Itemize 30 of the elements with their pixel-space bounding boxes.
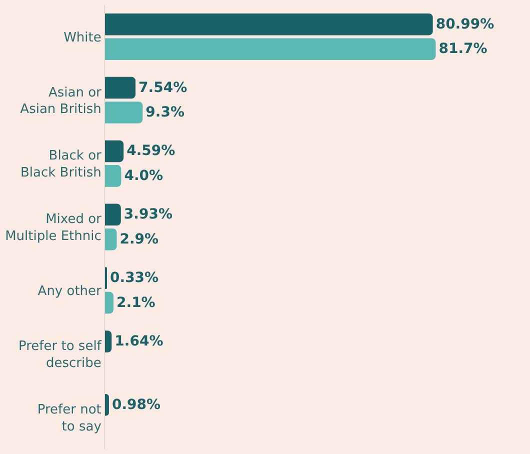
bar — [105, 102, 143, 124]
data-label: 80.99% — [436, 16, 494, 32]
bar — [105, 140, 124, 162]
data-label: 4.0% — [124, 168, 164, 184]
data-label: 7.54% — [138, 80, 188, 96]
data-label: 9.3% — [146, 104, 184, 121]
bar — [105, 38, 436, 60]
y-tick-label: Black or Black British — [20, 148, 102, 181]
data-label: 0.33% — [110, 270, 159, 286]
bar — [105, 394, 109, 416]
data-label: 4.59% — [126, 143, 176, 160]
y-tick-label: White — [64, 30, 102, 46]
y-tick-label: Prefer not to say — [37, 402, 102, 434]
bar — [105, 204, 121, 226]
data-label: 81.7% — [438, 41, 488, 58]
bar — [105, 292, 114, 314]
bar — [105, 76, 136, 99]
bar — [105, 330, 112, 352]
data-label: 3.93% — [124, 206, 172, 223]
bar — [105, 165, 122, 187]
data-label: 0.98% — [112, 396, 161, 413]
bar — [105, 228, 117, 250]
data-label: 2.1% — [116, 294, 156, 311]
y-tick-label: Mixed or Multiple Ethnic — [5, 212, 102, 244]
data-label: 1.64% — [114, 333, 164, 350]
y-tick-label: Prefer to self describe — [18, 338, 102, 371]
y-tick-label: Asian or Asian British — [20, 85, 102, 118]
y-tick-label: Any other — [38, 284, 102, 299]
data-label: 2.9% — [120, 231, 159, 248]
bar — [105, 13, 433, 36]
